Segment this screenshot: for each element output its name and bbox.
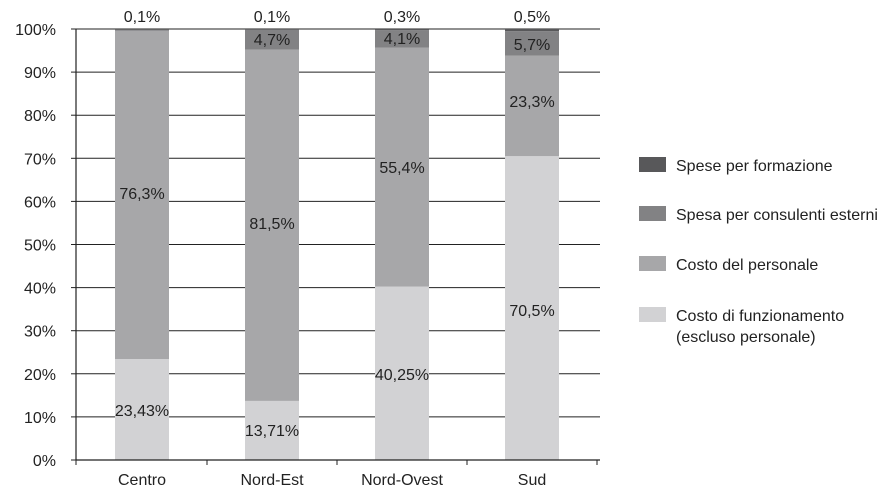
legend: Spese per formazione Spesa per consulenti… (639, 157, 878, 346)
legend-label: Spesa per consulenti esterni (676, 207, 878, 224)
axes: 0% 10% 20% 30% 40% 50% 60% 70% 80% 90% 100% Centro N… (15, 22, 600, 489)
legend-label: (escluso personale) (676, 329, 816, 346)
bar-segment (505, 29, 559, 32)
bar-segment (245, 400, 299, 460)
data-label: 0,5% (514, 9, 550, 26)
legend-label: Spese per formazione (676, 158, 833, 175)
data-label: 76,3% (119, 186, 164, 203)
y-tick-label: 80% (24, 108, 56, 125)
data-label: 40,25% (375, 367, 429, 384)
legend-swatch (639, 157, 666, 172)
data-label: 70,5% (509, 303, 554, 320)
y-tick-label: 50% (24, 238, 56, 255)
data-label: 81,5% (249, 216, 294, 233)
legend-swatch (639, 256, 666, 271)
y-tick-label: 60% (24, 194, 56, 211)
y-tick-label: 40% (24, 281, 56, 298)
data-labels: 23,43% 13,71% 40,25% 70,5% 76,3% 81,5% 55,4% 23… (115, 9, 555, 440)
bar-segment (245, 49, 299, 401)
bar-segment (245, 29, 299, 50)
bar-segment (375, 30, 429, 48)
y-tick-label: 100% (15, 22, 56, 39)
bar-segment (115, 30, 169, 360)
y-tick-label: 30% (24, 324, 56, 341)
data-label: 4,7% (254, 32, 290, 49)
y-tick-label: 90% (24, 65, 56, 82)
bar-segment (115, 29, 169, 31)
x-tick-label: Nord-Ovest (361, 472, 443, 489)
x-tick-label: Centro (118, 472, 166, 489)
legend-swatch (639, 307, 666, 322)
data-label: 55,4% (379, 160, 424, 177)
y-tick-label: 70% (24, 151, 56, 168)
x-tick-label: Sud (518, 472, 546, 489)
bar-segment (115, 359, 169, 460)
y-tick-label: 10% (24, 410, 56, 427)
bar-segment (505, 55, 559, 157)
bar-segment (505, 156, 559, 460)
data-label: 0,3% (384, 9, 420, 26)
bar-segment (375, 47, 429, 287)
y-tick-label: 20% (24, 367, 56, 384)
bar-segment (375, 29, 429, 31)
bar-segment (505, 31, 559, 56)
x-tick-label: Nord-Est (240, 472, 304, 489)
data-label: 0,1% (124, 9, 160, 26)
bars (115, 29, 559, 460)
data-label: 0,1% (254, 9, 290, 26)
bar-segment (375, 286, 429, 460)
data-label: 13,71% (245, 423, 299, 440)
data-label: 23,43% (115, 403, 169, 420)
data-label: 23,3% (509, 94, 554, 111)
bar-segment (245, 29, 299, 30)
legend-label: Costo del personale (676, 257, 818, 274)
y-tick-label: 0% (33, 453, 56, 470)
legend-label: Costo di funzionamento (676, 308, 844, 325)
data-label: 4,1% (384, 31, 420, 48)
legend-swatch (639, 206, 666, 221)
data-label: 5,7% (514, 37, 550, 54)
